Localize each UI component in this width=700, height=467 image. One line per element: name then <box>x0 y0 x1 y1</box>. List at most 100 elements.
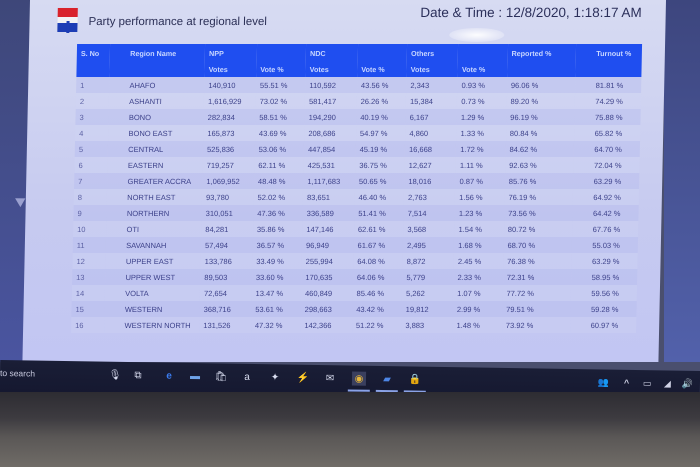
document-app-icon[interactable]: ▰ <box>380 372 394 386</box>
cell-region: UPPER EAST <box>105 253 201 269</box>
subheader-others-votes: Votes <box>406 61 459 77</box>
table-header-row: S. No Region Name NPP NDC Others Reporte… <box>76 44 643 61</box>
cell-others-votes: 15,384 <box>405 93 458 109</box>
cell-npp-pct: 47.32 % <box>250 317 301 333</box>
subheader-blank-region <box>109 61 205 77</box>
dropbox-icon[interactable]: ✦ <box>270 371 280 383</box>
cell-reported: 96.06 % <box>506 77 576 93</box>
table-row: 13 UPPER WEST 89,503 33.60 % 170,635 64.06 % 5… <box>72 269 638 285</box>
flash-icon[interactable]: ⚡ <box>296 372 310 384</box>
cell-ndc-pct: 61.67 % <box>353 237 404 253</box>
cell-ndc-votes: 425,531 <box>303 157 356 173</box>
table-body: 1 AHAFO 140,910 55.51 % 110,592 43.56 % 2,343 0… <box>71 77 642 333</box>
cell-turnout: 55.03 % <box>572 237 639 253</box>
cell-region: CENTRAL <box>108 141 204 157</box>
chevron-up-icon[interactable]: ^ <box>623 377 630 388</box>
cell-region: UPPER WEST <box>105 269 201 285</box>
cell-others-pct: 1.72 % <box>456 141 506 157</box>
cell-ndc-votes: 83,651 <box>302 189 355 205</box>
cell-turnout: 59.28 % <box>570 301 637 317</box>
store-icon[interactable]: 🛍 <box>214 370 228 383</box>
cell-npp-votes: 1,616,929 <box>203 93 256 109</box>
taskbar-search-box[interactable]: to search <box>0 368 36 379</box>
cell-npp-pct: 33.60 % <box>251 269 302 285</box>
lock-app-icon[interactable]: 🔒 <box>408 373 422 386</box>
cell-others-pct: 1.29 % <box>456 109 507 125</box>
cell-region: BONO <box>108 109 204 125</box>
header-npp-blank <box>256 44 307 61</box>
battery-icon[interactable]: ▭ <box>642 378 652 389</box>
cell-others-votes: 2,763 <box>403 189 456 205</box>
cell-sno: 2 <box>75 93 110 109</box>
cell-npp-votes: 368,716 <box>199 301 252 317</box>
desk-surface <box>0 392 700 467</box>
cell-reported: 76.19 % <box>504 189 574 205</box>
cell-npp-pct: 58.51 % <box>255 109 305 125</box>
cell-others-pct: 0.73 % <box>457 93 507 109</box>
file-explorer-icon[interactable]: ▬ <box>189 370 201 382</box>
cell-sno: 5 <box>74 141 109 157</box>
cell-turnout: 74.29 % <box>575 93 642 109</box>
cell-others-votes: 6,167 <box>405 109 458 125</box>
cell-npp-pct: 33.49 % <box>252 253 302 269</box>
cell-sno: 9 <box>73 205 108 221</box>
cell-sno: 14 <box>71 285 106 301</box>
cell-region: NORTHERN <box>106 205 202 221</box>
cell-reported: 92.63 % <box>505 157 575 173</box>
cell-sno: 15 <box>71 301 106 317</box>
cell-sno: 7 <box>74 173 108 189</box>
cell-npp-votes: 133,786 <box>200 253 253 269</box>
cell-sno: 6 <box>74 157 109 173</box>
cell-region: EASTERN <box>107 157 203 173</box>
dashboard-screen: Party performance at regional level Date… <box>22 0 667 362</box>
people-icon[interactable]: 👥 <box>597 377 610 388</box>
subheader-blank-turnout <box>575 61 642 77</box>
amazon-icon[interactable]: a <box>244 371 250 383</box>
cell-others-votes: 12,627 <box>404 157 457 173</box>
table-row: 12 UPPER EAST 133,786 33.49 % 255,994 64.08 %… <box>72 253 638 269</box>
cell-sno: 4 <box>75 125 109 141</box>
cell-others-votes: 2,495 <box>402 237 455 253</box>
table-row: 14 VOLTA 72,654 13.47 % 460,849 85.46 % 5,262 1… <box>71 285 638 301</box>
cell-npp-pct: 47.36 % <box>253 205 303 221</box>
cell-sno: 10 <box>73 221 107 237</box>
cell-npp-votes: 131,526 <box>199 317 252 333</box>
cell-region: VOLTA <box>105 285 201 301</box>
header-ndc: NDC <box>305 44 358 61</box>
cell-ndc-votes: 170,635 <box>301 269 354 285</box>
cell-others-pct: 1.33 % <box>456 125 507 141</box>
cell-ndc-pct: 43.42 % <box>352 301 402 317</box>
table-row: 16 WESTERN NORTH 131,526 47.32 % 142,366 51.2… <box>71 317 637 333</box>
cell-ndc-votes: 1,117,683 <box>303 173 356 189</box>
cell-others-pct: 1.07 % <box>453 285 503 301</box>
wifi-icon[interactable]: ◢ <box>663 378 671 389</box>
mail-icon[interactable]: ✉ <box>325 372 335 384</box>
chrome-icon[interactable]: ◉ <box>351 371 367 386</box>
cell-others-pct: 1.56 % <box>455 189 505 205</box>
cell-ndc-votes: 255,994 <box>301 253 354 269</box>
screen-bezel-right <box>664 0 700 362</box>
table-row: 8 NORTH EAST 93,780 52.02 % 83,651 46.40 % 2,7… <box>73 189 640 205</box>
cell-ndc-votes: 298,663 <box>300 301 353 317</box>
cell-turnout: 60.97 % <box>570 317 637 333</box>
subheader-npp-pct: Vote % <box>256 61 306 77</box>
volume-icon[interactable]: 🔊 <box>681 378 694 389</box>
cell-sno: 12 <box>72 253 107 269</box>
cell-turnout: 58.95 % <box>571 269 638 285</box>
task-view-icon[interactable]: ⧉ <box>134 369 142 381</box>
cell-npp-pct: 73.02 % <box>255 93 306 109</box>
cell-npp-votes: 310,051 <box>201 205 254 221</box>
cell-npp-pct: 35.86 % <box>252 221 303 237</box>
cell-ndc-pct: 54.97 % <box>355 125 406 141</box>
edge-browser-icon[interactable]: e <box>166 370 172 382</box>
cell-ndc-votes: 142,366 <box>300 317 353 333</box>
table-row: 11 SAVANNAH 57,494 36.57 % 96,949 61.67 % 2,49… <box>72 237 639 253</box>
cell-turnout: 67.76 % <box>572 221 639 237</box>
cell-region: ASHANTI <box>109 93 205 109</box>
table-row: 10 OTI 84,281 35.86 % 147,146 62.61 % 3,568 1.5… <box>73 221 639 237</box>
cell-npp-pct: 53.61 % <box>251 301 301 317</box>
table-row: 5 CENTRAL 525,836 53.06 % 447,854 45.19 % 16,6… <box>74 141 641 157</box>
microphone-icon[interactable]: 🎙 <box>108 369 122 381</box>
cell-others-pct: 2.33 % <box>453 269 504 285</box>
regional-results-table: S. No Region Name NPP NDC Others Reporte… <box>71 44 643 333</box>
